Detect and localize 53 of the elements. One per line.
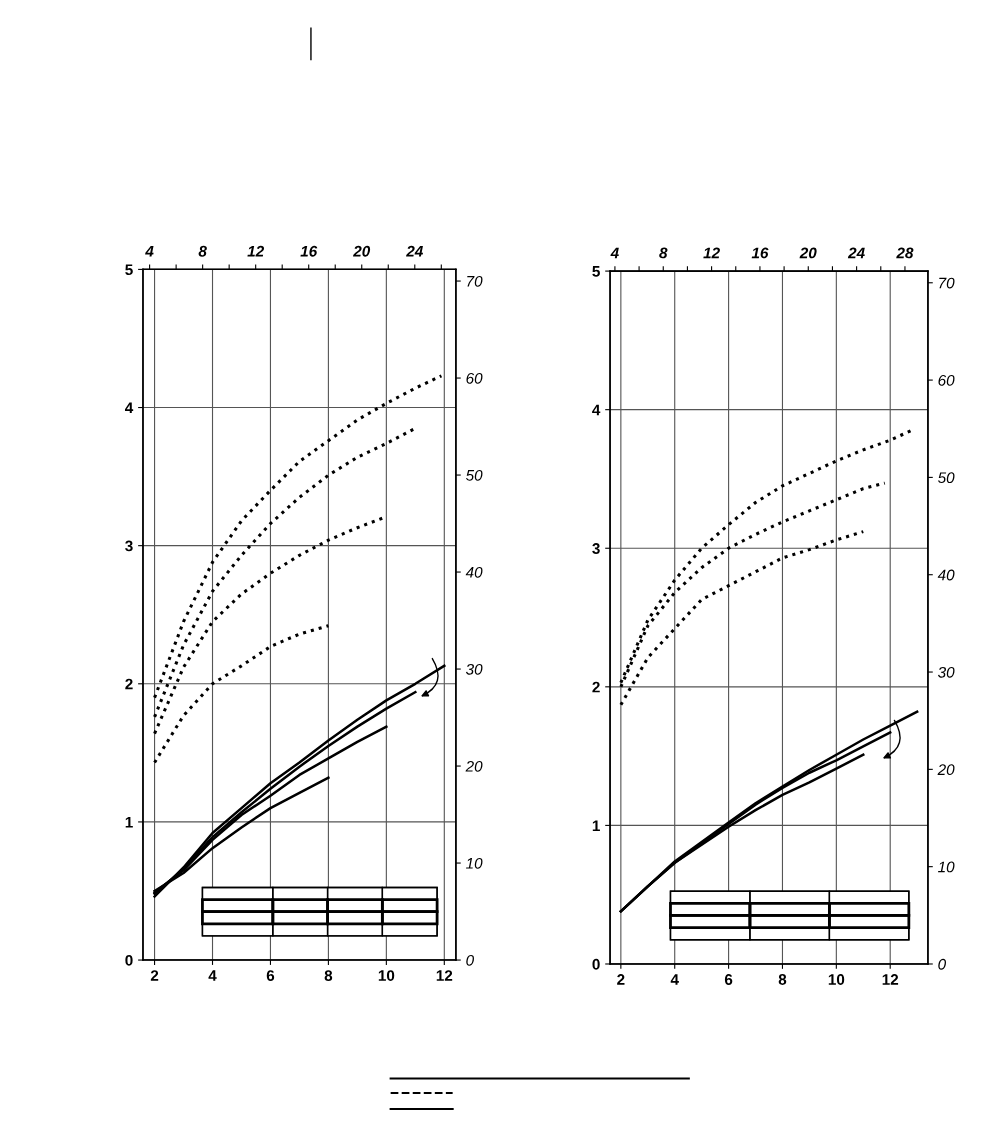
y-tick-label: 3	[125, 540, 133, 552]
y-tick-label: 4	[124, 402, 134, 414]
y2-tick-label: 10	[466, 857, 483, 869]
x-tick-label: 8	[324, 970, 333, 981]
y2-tick-label: 0	[938, 958, 946, 970]
y2-tick-label: 60	[938, 374, 955, 386]
x-tick-label: 12	[436, 970, 453, 981]
y2-tick-label: 40	[465, 566, 483, 578]
x2-tick-label: 16	[300, 245, 318, 257]
y2-tick-label: 30	[465, 663, 483, 675]
x-tick-label: 8	[778, 974, 787, 985]
y2-tick-label: 50	[937, 472, 955, 484]
y2-tick-label: 10	[938, 861, 955, 873]
x2-tick-label: 4	[610, 247, 619, 259]
x2-tick-label: 4	[145, 246, 154, 257]
y2-tick-label: 20	[465, 760, 483, 772]
y2-tick-label: 60	[466, 372, 483, 384]
y-tick-label: 3	[592, 543, 600, 554]
x2-tick-label: 28	[896, 247, 914, 259]
y2-tick-label: 30	[937, 666, 955, 678]
y-tick-label: 1	[592, 820, 600, 831]
y-tick-label: 5	[125, 264, 133, 276]
x2-tick-label: 12	[247, 245, 265, 257]
x2-tick-label: 24	[406, 245, 424, 257]
y2-tick-label: 0	[466, 954, 474, 966]
x-tick-label: 10	[378, 970, 395, 981]
y-tick-label: 5	[592, 266, 600, 277]
x-tick-label: 4	[208, 970, 217, 981]
y-tick-label: 2	[592, 681, 600, 693]
y2-tick-label: 20	[937, 764, 955, 776]
y-tick-label: 1	[125, 816, 133, 828]
x2-tick-label: 20	[799, 247, 817, 259]
x-tick-label: 6	[724, 974, 733, 985]
x2-tick-label: 12	[703, 247, 720, 259]
y2-tick-label: 70	[467, 275, 483, 287]
y-tick-label: 2	[125, 678, 133, 690]
y-tick-label: 0	[125, 954, 133, 966]
x-tick-label: 2	[150, 970, 159, 981]
y2-tick-label: 40	[937, 569, 955, 581]
y2-tick-label: 70	[939, 277, 955, 289]
x-tick-label: 2	[617, 974, 625, 985]
y-tick-label: 4	[592, 404, 601, 416]
x-tick-label: 10	[828, 974, 845, 985]
x-tick-label: 6	[266, 970, 275, 981]
x2-tick-label: 8	[198, 245, 207, 257]
x2-tick-label: 8	[659, 247, 668, 259]
x2-tick-label: 16	[751, 247, 769, 259]
x2-tick-label: 24	[847, 247, 865, 259]
y2-tick-label: 50	[465, 469, 483, 481]
x-tick-label: 12	[882, 974, 899, 985]
y-tick-label: 0	[592, 958, 600, 970]
x2-tick-label: 20	[353, 245, 371, 257]
x-tick-label: 4	[670, 974, 679, 985]
